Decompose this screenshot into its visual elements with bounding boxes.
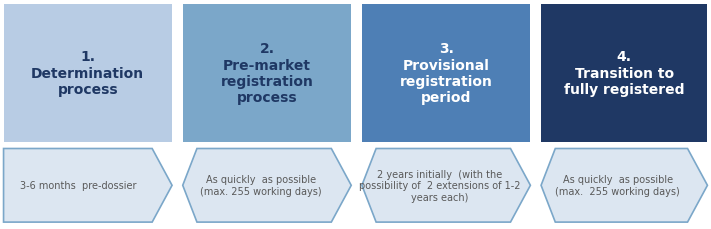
Text: 2 years initially  (with the
possibility of  2 extensions of 1-2
years each): 2 years initially (with the possibility … [359,169,520,202]
Polygon shape [362,149,530,222]
Text: 2.
Pre-market
registration
process: 2. Pre-market registration process [220,42,314,104]
Polygon shape [183,149,351,222]
Bar [362,5,530,142]
Polygon shape [541,149,707,222]
Text: 1.
Determination
process: 1. Determination process [31,50,144,96]
Text: As quickly  as possible
(max. 255 working days): As quickly as possible (max. 255 working… [200,175,321,196]
Polygon shape [4,149,172,222]
Text: 4.
Transition to
fully registered: 4. Transition to fully registered [564,50,685,96]
Bar [4,5,172,142]
Text: As quickly  as possible
(max.  255 working days): As quickly as possible (max. 255 working… [555,175,680,196]
Bar [541,5,707,142]
Text: 3.
Provisional
registration
period: 3. Provisional registration period [400,42,493,104]
Bar [183,5,351,142]
Text: 3-6 months  pre-dossier: 3-6 months pre-dossier [20,180,136,191]
